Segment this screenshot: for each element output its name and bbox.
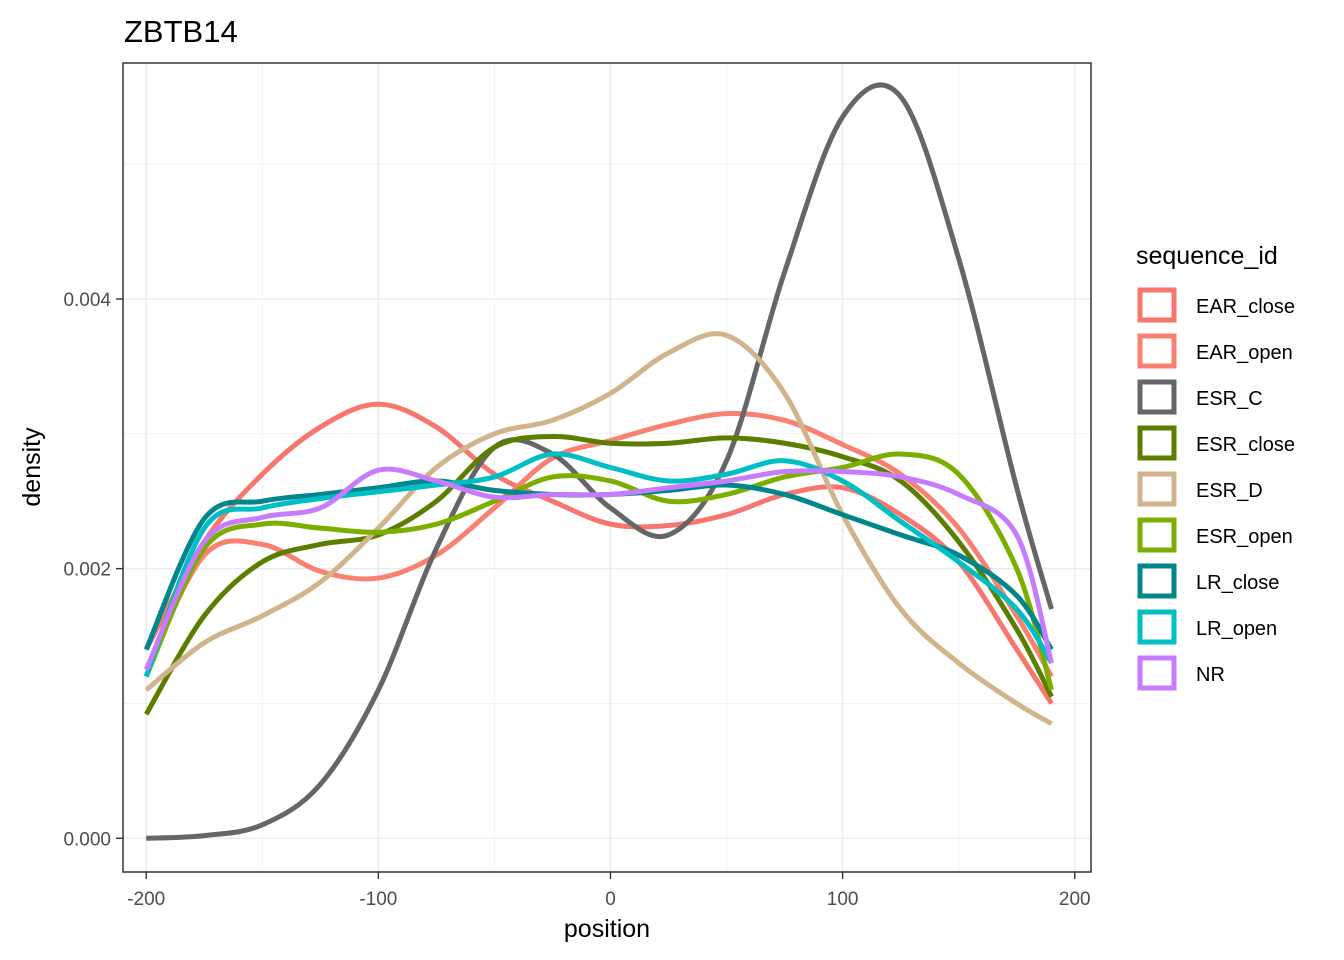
chart-title: ZBTB14 bbox=[124, 14, 238, 49]
y-tick-label: 0.000 bbox=[63, 829, 111, 850]
x-tick-label: 100 bbox=[827, 889, 859, 910]
legend-label-esr-c: ESR_C bbox=[1196, 388, 1263, 410]
legend-key-esr-open bbox=[1137, 517, 1177, 553]
x-tick-label: -200 bbox=[127, 889, 165, 910]
legend-label-esr-open: ESR_open bbox=[1196, 526, 1293, 548]
legend-title: sequence_id bbox=[1136, 242, 1278, 270]
legend: sequence_id EAR_close EAR_open ESR_C ESR_cl… bbox=[1136, 242, 1295, 691]
legend-key-ear-open bbox=[1137, 333, 1177, 369]
series-line-esr-close bbox=[144, 433, 1054, 716]
x-axis-title: position bbox=[564, 915, 650, 943]
series-line-lr-open bbox=[143, 451, 1054, 678]
legend-label-lr-open: LR_open bbox=[1196, 618, 1277, 640]
series-line-esr-d bbox=[144, 331, 1053, 726]
legend-label-esr-d: ESR_D bbox=[1196, 480, 1263, 502]
y-tick-label: 0.004 bbox=[63, 290, 111, 311]
series-layer bbox=[143, 82, 1054, 841]
series-line-nr bbox=[143, 466, 1054, 671]
legend-key-lr-open bbox=[1137, 609, 1177, 645]
series-line-esr-c bbox=[146, 82, 1054, 841]
legend-key-lr-close bbox=[1137, 563, 1177, 599]
legend-key-nr bbox=[1137, 655, 1177, 691]
legend-key-esr-c bbox=[1137, 379, 1177, 415]
series-line-ear-close bbox=[144, 401, 1054, 705]
y-axis-title: density bbox=[18, 427, 46, 507]
legend-label-ear-close: EAR_close bbox=[1196, 296, 1295, 318]
x-tick-label: 200 bbox=[1059, 889, 1091, 910]
legend-label-ear-open: EAR_open bbox=[1196, 342, 1293, 364]
legend-key-esr-d bbox=[1137, 471, 1177, 507]
legend-label-nr: NR bbox=[1196, 664, 1225, 686]
y-axis: 0.000 0.002 0.004 bbox=[63, 290, 123, 850]
legend-label-lr-close: LR_close bbox=[1196, 572, 1279, 594]
legend-key-esr-close bbox=[1137, 425, 1177, 461]
plot-border bbox=[122, 62, 1092, 873]
x-tick-label: 0 bbox=[605, 889, 616, 910]
series-line-esr-open bbox=[143, 451, 1054, 691]
legend-label-esr-close: ESR_close bbox=[1196, 434, 1295, 456]
legend-key-ear-close bbox=[1137, 287, 1177, 323]
x-tick-label: -100 bbox=[359, 889, 397, 910]
y-tick-label: 0.002 bbox=[63, 560, 111, 581]
x-axis: -200 -100 0 100 200 bbox=[127, 872, 1091, 910]
